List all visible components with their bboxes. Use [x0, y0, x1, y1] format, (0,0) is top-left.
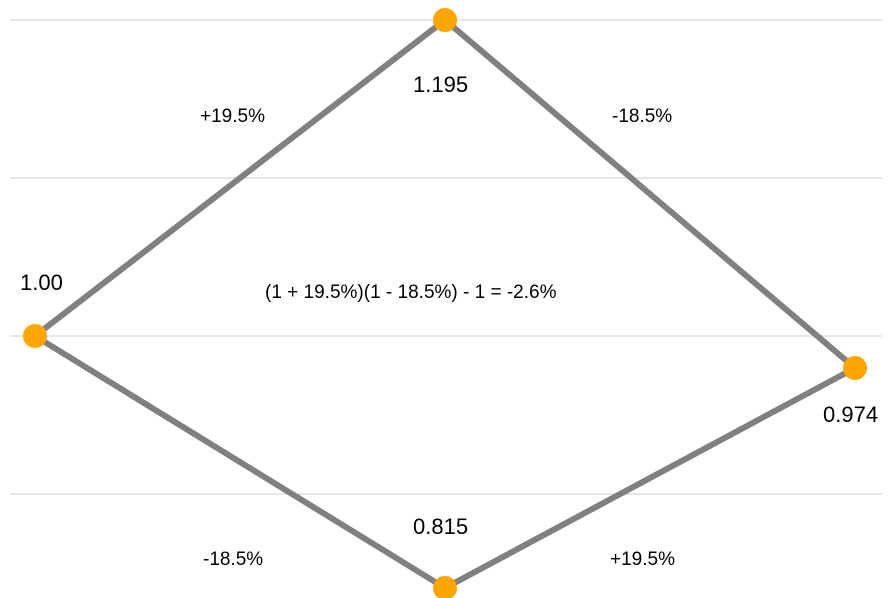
node-bottom — [433, 576, 457, 598]
edge-bottom-to-right-label: +19.5% — [610, 549, 675, 570]
edge-start-to-top — [32, 17, 448, 339]
edge-start-to-bottom — [32, 333, 448, 591]
node-top-label: 1.195 — [413, 72, 468, 97]
node-start — [23, 324, 47, 348]
node-top — [433, 8, 457, 32]
node-right-label: 0.974 — [823, 402, 878, 427]
edge-start-to-bottom-label: -18.5% — [203, 549, 263, 570]
node-bottom-label: 0.815 — [413, 514, 468, 539]
edge-start-to-top-label: +19.5% — [200, 106, 265, 127]
node-start-label: 1.00 — [20, 270, 63, 295]
nodes — [23, 8, 867, 598]
formula-text: (1 + 19.5%)(1 - 18.5%) - 1 = -2.6% — [265, 282, 557, 303]
edge-top-to-right-label: -18.5% — [612, 106, 672, 127]
edge-top-to-right — [442, 17, 858, 371]
edges — [32, 17, 858, 591]
edge-bottom-to-right — [442, 365, 858, 591]
node-right — [843, 356, 867, 380]
